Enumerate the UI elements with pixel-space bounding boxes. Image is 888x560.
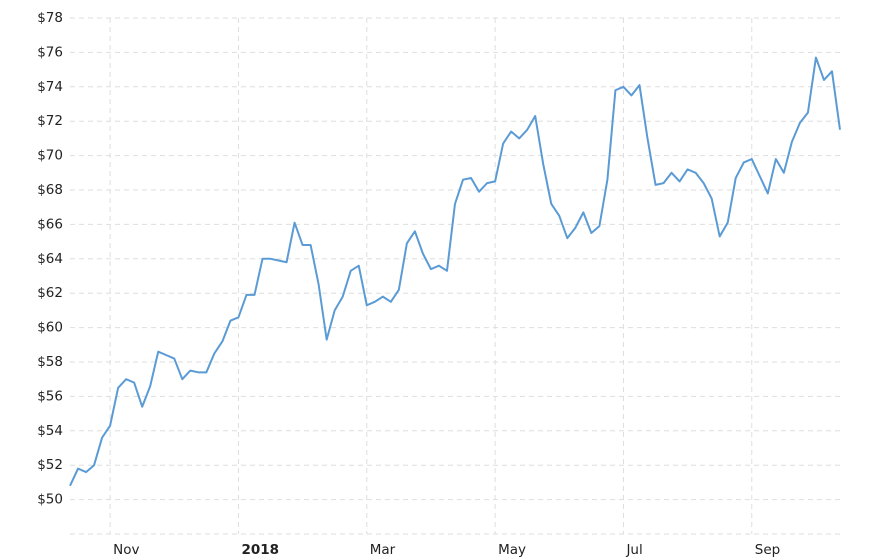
y-tick-label: $74 bbox=[37, 79, 63, 95]
x-tick-label: May bbox=[498, 542, 526, 558]
y-tick-label: $54 bbox=[37, 423, 63, 439]
y-tick-label: $78 bbox=[37, 10, 63, 26]
y-tick-label: $66 bbox=[37, 216, 63, 232]
x-tick-label: 2018 bbox=[241, 542, 279, 558]
x-tick-label: Mar bbox=[370, 542, 396, 558]
y-tick-label: $68 bbox=[37, 182, 63, 198]
y-tick-label: $64 bbox=[37, 251, 63, 267]
y-tick-label: $72 bbox=[37, 113, 63, 129]
x-tick-label: Sep bbox=[755, 542, 780, 558]
y-tick-label: $56 bbox=[37, 388, 63, 404]
y-tick-label: $58 bbox=[37, 354, 63, 370]
y-tick-label: $52 bbox=[37, 457, 63, 473]
price-line bbox=[69, 56, 841, 487]
x-tick-label: Jul bbox=[625, 542, 642, 558]
y-tick-label: $50 bbox=[37, 492, 63, 508]
y-tick-label: $60 bbox=[37, 320, 63, 336]
y-tick-label: $76 bbox=[37, 44, 63, 60]
y-tick-label: $70 bbox=[37, 148, 63, 164]
y-tick-label: $62 bbox=[37, 285, 63, 301]
x-tick-label: Nov bbox=[113, 542, 139, 558]
